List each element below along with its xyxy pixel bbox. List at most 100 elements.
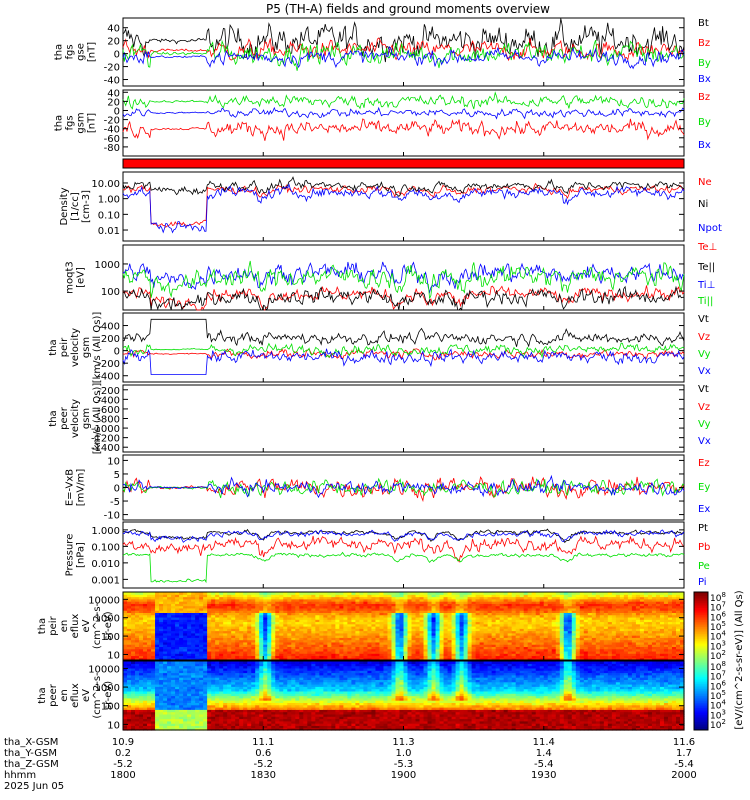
ytick-peer_eflux-3: 10 — [107, 720, 120, 731]
ytick-peir_velocity-1: 200 — [101, 334, 120, 345]
ytick-efield-1: 5 — [114, 470, 120, 481]
ytick-density-1: 1.00 — [98, 195, 120, 206]
series-pressure-2 — [122, 551, 685, 584]
series-fgs_gsm-0 — [122, 118, 685, 141]
xaxis-value-3-4: 2000 — [671, 770, 696, 781]
ylabel-efield-1: [mV/m] — [76, 469, 87, 507]
ytick-fgs_gsm-0: 40 — [107, 88, 120, 99]
xaxis-value-2-0: -5.2 — [113, 759, 133, 770]
mode-bar — [123, 159, 684, 168]
colorbar: 1081071061051041031021081071061051041031… — [693, 590, 745, 731]
ytick-fgs_gsm-4: -40 — [104, 125, 120, 136]
series-density-2 — [122, 183, 685, 234]
ytick-peir_eflux-0: 10000 — [88, 595, 120, 606]
series-peir_velocity-3 — [122, 348, 685, 375]
ylabel-density-0: Density — [59, 187, 70, 225]
xaxis-value-1-3: 1.4 — [536, 748, 552, 759]
series-density-1 — [122, 176, 685, 197]
legend-pressure-2: Pe — [698, 561, 710, 572]
xaxis-row-label-3: hhmm — [4, 770, 36, 781]
legend-temperature-0: Te⊥ — [697, 242, 717, 253]
xaxis-value-0-0: 10.9 — [112, 737, 134, 748]
legend-density-0: Ne — [698, 177, 712, 188]
legend-peer_velocity-1: Vz — [698, 402, 710, 413]
ytick-pressure-3: 0.001 — [91, 575, 120, 586]
xaxis-value-1-1: 0.6 — [255, 748, 271, 759]
ylabel-peir_eflux-5: (cm^2-s- — [92, 602, 103, 649]
ytick-density-2: 0.10 — [98, 210, 120, 221]
legend-peir_velocity-3: Vx — [698, 366, 711, 377]
ylabel-pressure-1: [nPa] — [76, 542, 87, 568]
ylabel-peir_velocity-3: gsm — [81, 337, 92, 358]
ytick-peer_velocity-3: -800 — [97, 415, 120, 426]
xaxis-value-3-1: 1830 — [251, 770, 276, 781]
ytick-efield-2: 0 — [114, 484, 120, 495]
ytick-peer_velocity-2: -600 — [97, 405, 120, 416]
series-efield-0 — [122, 476, 685, 503]
ytick-pressure-0: 1.000 — [91, 526, 120, 537]
series-pressure-1 — [122, 535, 685, 563]
panel-mode_bar — [122, 158, 685, 169]
ytick-pressure-2: 0.010 — [91, 559, 120, 570]
legend-peer_velocity-3: Vx — [698, 436, 711, 447]
ylabel-fgs_gsm-0: tha — [54, 115, 65, 131]
series-pressure-3 — [122, 529, 685, 543]
ylabel-peer_eflux-4: eV — [81, 689, 92, 702]
series-peir_velocity-2 — [122, 342, 685, 359]
ytick-temperature-0: 1000 — [95, 260, 120, 271]
legend-fgs_gse-3: Bx — [698, 74, 711, 85]
xaxis-value-2-1: -5.2 — [253, 759, 273, 770]
ylabel-density-2: [cm-3] — [81, 190, 92, 223]
ytick-density-3: 0.01 — [98, 226, 120, 237]
legend-peer_velocity-2: Vy — [698, 419, 711, 430]
xaxis-row-label-0: tha_X-GSM — [4, 737, 58, 748]
ytick-efield-0: 10 — [107, 456, 120, 467]
xaxis-value-2-2: -5.3 — [394, 759, 414, 770]
panel-peir_eflux: 10000 1000 100 10 tha peir en eflux eV (cm^2-s-sr… — [37, 591, 685, 661]
ylabel-peir_eflux-3: eflux — [70, 614, 81, 639]
xaxis-value-0-4: 11.6 — [673, 737, 695, 748]
ylabel-peer_velocity-4: [km/s (All Qs)] — [92, 383, 103, 455]
xaxis-date: 2025 Jun 05 — [4, 781, 64, 792]
xaxis-row-label-1: tha_Y-GSM — [4, 748, 57, 759]
xaxis-value-3-3: 1930 — [531, 770, 556, 781]
xaxis-row-label-2: tha_Z-GSM — [4, 759, 59, 770]
ytick-peer_eflux-1: 1000 — [95, 683, 120, 694]
series-fgs_gse-3 — [122, 46, 685, 70]
series-density-0 — [122, 182, 685, 228]
ylabel-fgs_gsm-2: gsm — [76, 112, 87, 133]
ytick-fgs_gse-4: -40 — [104, 76, 120, 87]
series-temperature-2 — [122, 261, 685, 294]
ytick-peer_velocity-1: -400 — [97, 395, 120, 406]
ytick-peir_velocity-3: -200 — [97, 359, 120, 370]
panel-peer_eflux: 10000 1000 100 10 tha peer en eflux eV (cm^2-s-sr… — [37, 660, 685, 731]
series-fgs_gsm-2 — [122, 106, 685, 120]
xaxis-value-0-1: 11.1 — [252, 737, 274, 748]
ytick-fgs_gse-3: -20 — [104, 63, 120, 74]
xaxis-value-2-4: -5.4 — [674, 759, 694, 770]
legend-efield-1: Ey — [698, 482, 710, 493]
ylabel-peer_velocity-2: velocity — [70, 399, 81, 438]
legend-fgs_gsm-1: By — [698, 117, 711, 128]
ylabel-efield-0: E=-VxB — [65, 469, 76, 506]
ytick-peer_velocity-6: -1400 — [91, 443, 120, 454]
ytick-efield-3: -5 — [110, 497, 120, 508]
ylabel-peer_eflux-1: peer — [48, 683, 59, 707]
ytick-fgs_gsm-3: -20 — [104, 116, 120, 127]
series-peir_velocity-0 — [122, 318, 685, 348]
xaxis-value-1-4: 1.7 — [676, 748, 692, 759]
panel-fgs_gse: Bt Bz By Bx 40 20 0 -20 -40 tha fgs gse [nT] — [54, 17, 711, 87]
legend-pressure-1: Pb — [698, 542, 710, 553]
xaxis-value-3-0: 1800 — [110, 770, 135, 781]
series-fgs_gse-0 — [122, 18, 685, 63]
xaxis-value-3-2: 1900 — [391, 770, 416, 781]
ytick-peir_eflux-1: 1000 — [95, 614, 120, 625]
ylabel-peir_eflux-2: en — [59, 620, 70, 633]
ylabel-peir_eflux-0: tha — [37, 618, 48, 634]
ylabel-peir_eflux-6: sr-eV) — [103, 611, 114, 640]
legend-peer_velocity-0: Vt — [698, 384, 709, 395]
panel-pressure: Pt Pb Pe Pi 1.000 0.100 0.010 0.001 Pressure [nPa… — [65, 521, 710, 589]
ytick-peir_eflux-3: 10 — [107, 650, 120, 661]
